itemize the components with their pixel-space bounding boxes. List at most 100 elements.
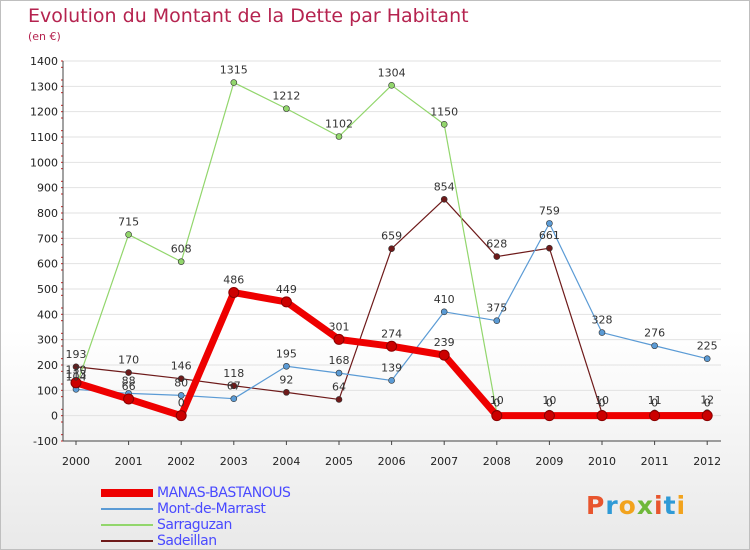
- data-label: 67: [227, 380, 241, 393]
- data-label: 375: [486, 302, 507, 315]
- logo-letter: P: [586, 491, 606, 520]
- x-tick-label: 2002: [167, 455, 195, 468]
- data-label: 0: [599, 397, 606, 410]
- x-tick-label: 2006: [378, 455, 406, 468]
- y-tick-label: 300: [37, 334, 58, 347]
- data-label: 301: [329, 320, 350, 333]
- data-point: [546, 220, 553, 227]
- logo-letter: o: [618, 491, 637, 520]
- chart-title: Evolution du Montant de la Dette par Hab…: [28, 5, 469, 27]
- data-point: [283, 105, 290, 112]
- data-label: 0: [493, 397, 500, 410]
- data-label: 168: [329, 354, 350, 367]
- data-label: 118: [223, 367, 244, 380]
- data-label: 1304: [378, 66, 406, 79]
- data-label: 628: [486, 238, 507, 251]
- data-label: 1102: [325, 117, 353, 130]
- y-tick-label: 1300: [30, 80, 58, 93]
- data-point: [596, 410, 608, 422]
- data-label: 1212: [272, 90, 300, 103]
- logo-letter: i: [676, 491, 687, 520]
- series-line-manas-bastanous: [72, 289, 711, 420]
- data-label: 88: [122, 374, 136, 387]
- data-label: 608: [171, 243, 192, 256]
- data-point: [546, 244, 553, 252]
- data-label: 410: [434, 293, 455, 306]
- legend-item: Sadeillan: [101, 533, 290, 549]
- data-point: [70, 377, 82, 389]
- x-tick-label: 2012: [693, 455, 721, 468]
- data-label: 759: [539, 204, 560, 217]
- data-label: 113: [66, 368, 87, 381]
- legend-swatch: [101, 489, 153, 497]
- y-tick-label: 1200: [30, 106, 58, 119]
- y-tick-label: 900: [37, 182, 58, 195]
- data-point: [491, 410, 503, 422]
- series-line-sarraguzan: [75, 81, 551, 414]
- data-label: 170: [118, 354, 139, 367]
- data-label: 10: [595, 394, 609, 407]
- legend-swatch: [101, 524, 153, 526]
- legend-item: MANAS-BASTANOUS: [101, 485, 291, 501]
- y-tick-label: 200: [37, 359, 58, 372]
- data-point: [703, 355, 711, 362]
- data-label: 11: [648, 394, 662, 407]
- x-tick-label: 2010: [588, 455, 616, 468]
- data-point: [335, 133, 343, 140]
- data-point: [230, 382, 238, 390]
- x-tick-label: 2009: [535, 455, 563, 468]
- x-tick-label: 2005: [325, 455, 353, 468]
- data-point: [283, 389, 290, 396]
- data-label: 276: [644, 327, 665, 340]
- data-label: 195: [276, 347, 297, 360]
- data-label: 715: [118, 216, 139, 229]
- legend-label: MANAS-BASTANOUS: [157, 485, 291, 501]
- legend-swatch: [101, 508, 153, 510]
- data-label: 193: [66, 348, 87, 361]
- data-label: 1315: [220, 64, 248, 77]
- chart-subtitle: (en €): [28, 30, 61, 43]
- data-point: [649, 410, 661, 422]
- y-tick-label: 1000: [30, 156, 58, 169]
- legend-swatch: [101, 540, 153, 542]
- logo-letter: i: [654, 491, 664, 520]
- data-label: 0: [704, 397, 711, 410]
- data-point: [283, 362, 290, 370]
- data-label: 854: [434, 180, 455, 193]
- data-label: 12: [700, 394, 714, 407]
- data-point: [438, 349, 450, 361]
- data-point: [440, 308, 448, 316]
- data-label: 10: [542, 394, 556, 407]
- data-label: 130: [66, 364, 87, 377]
- data-label: 328: [592, 314, 613, 327]
- data-point: [72, 363, 80, 371]
- data-point: [125, 231, 132, 238]
- data-label: 225: [697, 340, 718, 353]
- data-point: [651, 342, 658, 350]
- data-label: 274: [381, 327, 402, 340]
- y-tick-label: 700: [37, 232, 58, 245]
- logo-letter: t: [663, 491, 677, 520]
- y-tick-label: 500: [37, 283, 58, 296]
- proxiti-logo: Proxiti: [586, 491, 686, 520]
- data-label: 239: [434, 336, 455, 349]
- y-tick-label: 0: [51, 410, 58, 423]
- data-point: [230, 395, 238, 402]
- x-tick-label: 2004: [272, 455, 300, 468]
- x-tick-label: 2000: [62, 455, 90, 468]
- data-point: [177, 392, 185, 399]
- data-label: 104: [66, 370, 87, 383]
- data-point: [388, 377, 395, 384]
- data-label: 80: [174, 376, 188, 389]
- x-tick-label: 2008: [483, 455, 511, 468]
- logo-letter: x: [636, 491, 654, 520]
- data-point: [440, 121, 448, 128]
- legend-label: Sadeillan: [157, 533, 217, 549]
- data-label: 0: [651, 397, 658, 410]
- y-tick-label: 600: [37, 258, 58, 271]
- data-point: [386, 340, 398, 352]
- x-tick-label: 2003: [220, 455, 248, 468]
- data-point: [335, 369, 343, 377]
